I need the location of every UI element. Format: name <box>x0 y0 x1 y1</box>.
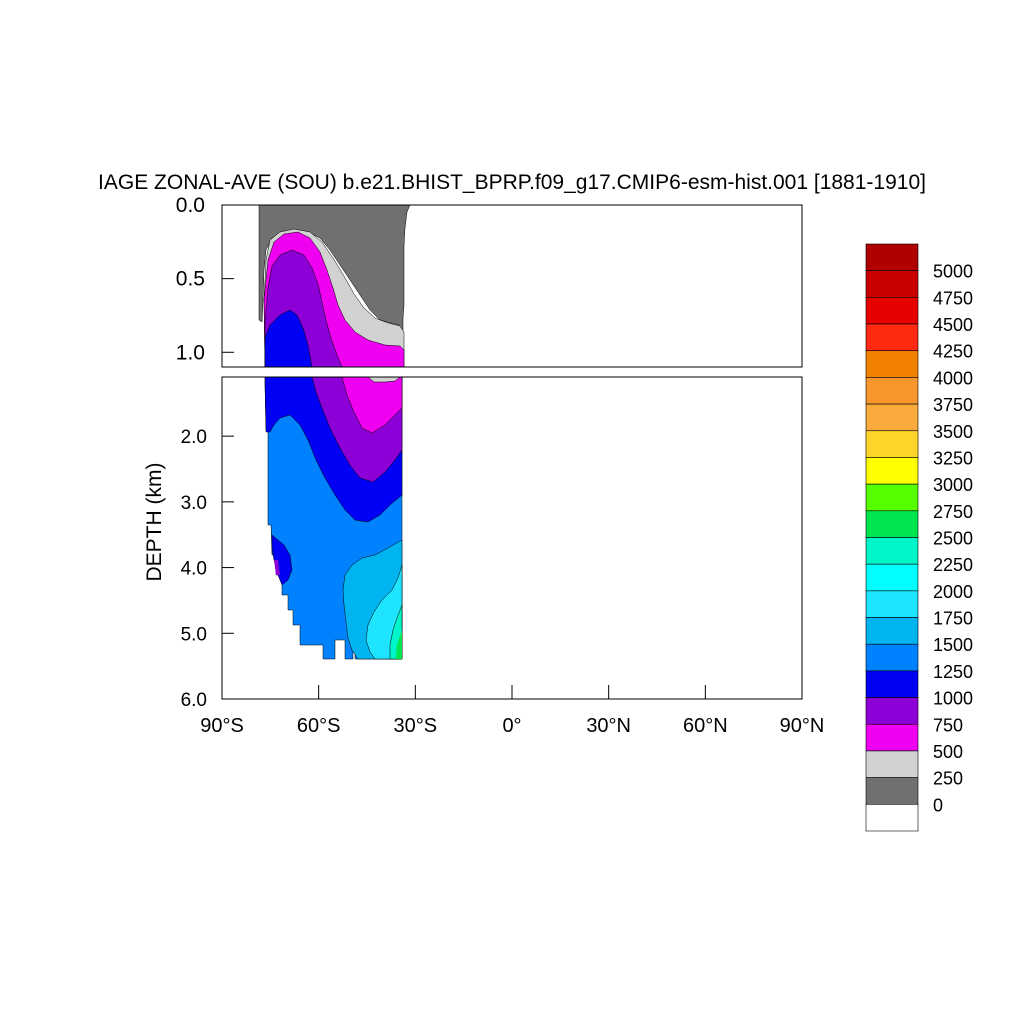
colorbar-label: 2750 <box>933 502 973 522</box>
colorbar-swatch <box>865 670 919 698</box>
colorbar-label: 3000 <box>933 475 973 495</box>
upper-panel-contours <box>258 205 411 367</box>
colorbar-swatch <box>865 643 919 672</box>
region-500-750-lower <box>341 377 403 434</box>
x-tick-label: 30°N <box>586 715 631 737</box>
x-tick-label: 60°S <box>297 715 341 737</box>
y-tick-label-lower: 5.0 <box>181 624 207 645</box>
region-0-250-upper <box>258 205 411 333</box>
colorbar-label: 750 <box>933 715 963 735</box>
x-tick-label: 90°S <box>200 715 244 737</box>
colorbar-swatch <box>865 457 919 485</box>
colorbar: 5000475045004250400037503500325030002750… <box>865 243 973 832</box>
colorbar-swatch <box>865 697 919 725</box>
region-1000-1250-deep <box>271 534 293 586</box>
colorbar-swatch <box>865 243 919 271</box>
colorbar-label: 1000 <box>933 689 973 709</box>
colorbar-swatch <box>865 430 919 458</box>
colorbar-label: 2000 <box>933 582 973 602</box>
colorbar-label: 4500 <box>933 315 973 335</box>
region-1000-1250-upper <box>264 309 313 367</box>
chart-title: IAGE ZONAL-AVE (SOU) b.e21.BHIST_BPRP.f0… <box>98 171 926 194</box>
upper-panel-frame <box>221 204 803 368</box>
region-2250-2500-lower <box>396 630 402 659</box>
colorbar-label: 2500 <box>933 529 973 549</box>
colorbar-swatch <box>865 270 919 298</box>
y-tick-label-upper: 0.0 <box>176 194 205 217</box>
region-250-500-lower <box>367 377 401 383</box>
y-tick-label-lower: 3.0 <box>181 493 207 514</box>
colorbar-label: 500 <box>933 742 963 762</box>
colorbar-label: 0 <box>933 795 943 815</box>
colorbar-swatch <box>865 323 919 352</box>
y-tick-label-upper: 1.0 <box>176 341 205 364</box>
colorbar-swatch <box>865 804 919 832</box>
colorbar-swatch <box>865 590 919 618</box>
lower-panel-contours <box>264 377 403 660</box>
colorbar-label: 3750 <box>933 395 973 415</box>
y-tick-label-lower: 2.0 <box>181 427 207 448</box>
colorbar-swatch <box>865 510 919 538</box>
x-tick-label: 90°N <box>780 715 825 737</box>
colorbar-label: 1750 <box>933 609 973 629</box>
colorbar-label: 4750 <box>933 288 973 308</box>
colorbar-swatch <box>865 750 919 778</box>
colorbar-label: 4250 <box>933 342 973 362</box>
colorbar-label: 4000 <box>933 368 973 388</box>
colorbar-swatch <box>865 377 919 405</box>
colorbar-swatch <box>865 297 919 325</box>
axes: 90°S 60°S 30°S 0° 30°N 60°N 90°N 0.0 0.5 1.0 2.0 3.… <box>176 194 825 737</box>
colorbar-label: 2250 <box>933 555 973 575</box>
colorbar-label: 1250 <box>933 662 973 682</box>
colorbar-swatch <box>865 537 919 565</box>
y-tick-label-lower: 4.0 <box>181 559 207 580</box>
colorbar-swatch <box>865 350 919 378</box>
colorbar-label: 250 <box>933 769 963 789</box>
y-tick-label-lower: 6.0 <box>181 690 207 711</box>
colorbar-swatch <box>865 617 919 645</box>
colorbar-label: 3250 <box>933 448 973 468</box>
y-tick-label-upper: 0.5 <box>176 268 205 291</box>
colorbar-swatch <box>865 403 919 432</box>
region-750-1000-deep <box>274 560 280 575</box>
x-tick-label: 30°S <box>394 715 438 737</box>
colorbar-label: 3500 <box>933 422 973 442</box>
colorbar-label: 1500 <box>933 635 973 655</box>
colorbar-label: 5000 <box>933 262 973 282</box>
colorbar-swatch <box>865 563 919 592</box>
x-tick-label: 0° <box>502 715 521 737</box>
y-axis-label: DEPTH (km) <box>143 463 166 582</box>
colorbar-swatch <box>865 777 919 805</box>
colorbar-swatch <box>865 723 919 752</box>
x-tick-label: 60°N <box>683 715 728 737</box>
colorbar-swatch <box>865 483 919 512</box>
